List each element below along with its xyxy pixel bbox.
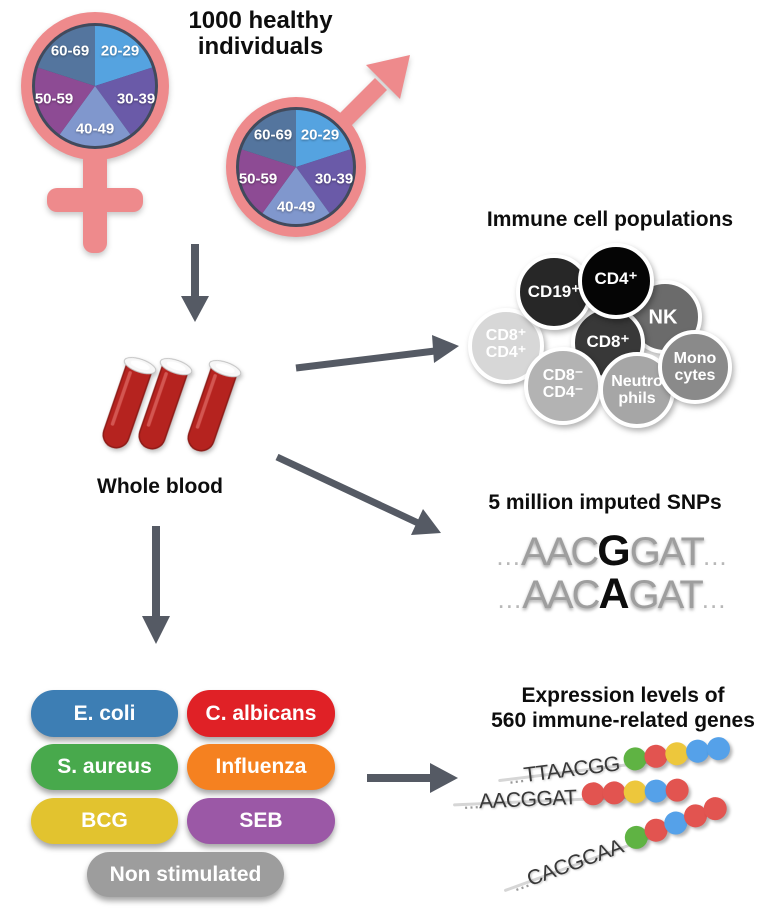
stimulus-pill-nonstimulated: Non stimulated <box>87 852 284 897</box>
male-symbol-icon <box>226 55 410 237</box>
snp-variant-letter: G <box>597 527 630 575</box>
snp-sequence-left: AAC <box>521 530 599 574</box>
female-age-label-50-59: 50-59 <box>34 90 74 108</box>
cell-label-nk: NK <box>648 306 678 329</box>
male-pie-slice-50-59 <box>239 149 296 214</box>
arrow-blood-to-cells <box>295 347 436 372</box>
arrow-cohort-to-blood-head <box>181 296 209 322</box>
stimulus-pill-seb: SEB <box>187 798 335 844</box>
cell-circle-monocytes <box>658 330 732 404</box>
female-age-label-40-49: 40-49 <box>75 120 115 138</box>
stimulus-pill-bcg: BCG <box>31 798 178 844</box>
cell-label-cd4: CD4⁺ <box>594 269 638 289</box>
male-age-label-30-39: 30-39 <box>314 170 354 188</box>
expression-dot <box>664 778 689 803</box>
male-age-label-50-59: 50-59 <box>238 170 278 188</box>
female-age-label-20-29: 20-29 <box>100 42 140 60</box>
female-cross-bar <box>47 188 143 212</box>
cell-label-neutrophils: Neutro phils <box>611 373 663 407</box>
female-pie-slice-40-49 <box>59 86 131 146</box>
snp-trailing-dots: ... <box>702 541 728 571</box>
blood-tube-icon <box>102 357 157 449</box>
expression-title: Expression levels of 560 immune-related … <box>491 684 755 732</box>
snp-leading-dots: ... <box>496 541 522 571</box>
cell-label-cd8neg-cd4neg: CD8⁻ CD4⁻ <box>542 367 584 401</box>
snp-allele-row: ...AACAGAT... <box>412 570 771 619</box>
arrow-blood-to-stimuli-head <box>142 616 170 644</box>
male-pie-slice-20-29 <box>296 110 351 167</box>
male-pie-slice-60-69 <box>241 110 296 167</box>
cell-circle-cd8pos-cd4pos <box>468 308 544 384</box>
arrow-blood-to-snps-head <box>411 509 441 535</box>
whole-blood-label: Whole blood <box>97 475 223 498</box>
snps-title: 5 million imputed SNPs <box>488 491 722 514</box>
read-leading-dots: ... <box>462 790 480 814</box>
expression-dot <box>601 781 626 806</box>
immune-cells-title: Immune cell populations <box>486 208 734 231</box>
snp-sequence-right: GAT <box>628 573 704 617</box>
blood-tubes <box>102 357 242 452</box>
expression-dot <box>580 782 605 807</box>
stimulus-pill-calbicans: C. albicans <box>187 690 335 737</box>
stimulus-pill-ecoli: E. coli <box>31 690 178 737</box>
expression-dot <box>706 736 732 762</box>
immune-cell-cluster <box>468 243 732 428</box>
male-arrow-head <box>366 55 410 99</box>
blood-tube-icon <box>138 358 193 450</box>
male-pie-slice-30-39 <box>296 149 353 214</box>
cohort-title: 1000 healthy individuals <box>188 7 333 61</box>
male-pie-slice-40-49 <box>262 167 330 224</box>
female-pie-slice-60-69 <box>37 25 95 86</box>
male-age-label-60-69: 60-69 <box>253 126 293 144</box>
arrow-blood-to-snps <box>275 453 420 527</box>
flow-arrows <box>142 244 459 793</box>
snp-leading-dots: ... <box>497 584 523 614</box>
blood-tube-icon <box>187 360 242 452</box>
expression-dot <box>643 779 668 804</box>
cell-label-cd19: CD19⁺ <box>527 282 581 302</box>
female-symbol-icon <box>21 12 169 253</box>
female-pie-slice-50-59 <box>34 67 95 135</box>
cell-label-cd8: CD8⁺ <box>586 332 630 352</box>
male-age-label-20-29: 20-29 <box>300 126 340 144</box>
stimulus-pill-saureus: S. aureus <box>31 744 178 790</box>
stimulus-pill-influenza: Influenza <box>187 744 335 790</box>
expression-dot <box>622 780 647 805</box>
read-sequence: AACGGAT <box>478 786 578 814</box>
arrow-stimuli-to-expression-head <box>430 763 458 793</box>
snp-trailing-dots: ... <box>701 584 727 614</box>
female-pie-slice-30-39 <box>95 67 156 135</box>
snp-sequence-right: GAT <box>629 530 705 574</box>
female-age-label-30-39: 30-39 <box>116 90 156 108</box>
female-pie-slice-20-29 <box>95 25 153 86</box>
snp-variant-letter: A <box>598 570 629 618</box>
cell-label-cd8pos-cd4pos: CD8⁺ CD4⁺ <box>485 327 527 361</box>
male-age-label-40-49: 40-49 <box>276 198 316 216</box>
cell-label-monocytes: Mono cytes <box>673 350 717 384</box>
female-age-label-60-69: 60-69 <box>50 42 90 60</box>
cell-circle-cd4 <box>578 243 654 319</box>
snp-sequence-left: AAC <box>522 573 600 617</box>
snp-allele-row: ...AACGGAT... <box>412 527 771 576</box>
arrow-blood-to-cells-head <box>432 335 459 363</box>
